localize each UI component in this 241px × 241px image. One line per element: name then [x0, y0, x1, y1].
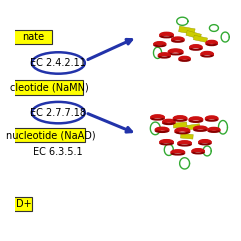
Text: EC 2.4.2.11: EC 2.4.2.11	[30, 58, 86, 68]
Text: cleotide (NaMN): cleotide (NaMN)	[10, 83, 89, 93]
Bar	[181, 134, 193, 139]
Bar	[187, 124, 200, 130]
Bar	[186, 31, 201, 39]
Text: nate: nate	[22, 32, 45, 42]
Text: EC 2.7.7.18: EC 2.7.7.18	[30, 107, 86, 118]
Text: nucleotide (NaAD): nucleotide (NaAD)	[6, 130, 95, 140]
Bar	[193, 35, 208, 42]
Text: EC 6.3.5.1: EC 6.3.5.1	[33, 147, 83, 157]
Bar	[179, 26, 195, 34]
Text: D+: D+	[16, 199, 32, 209]
Bar	[11, 128, 85, 142]
Bar	[11, 197, 32, 211]
Bar	[11, 30, 52, 44]
Bar	[11, 80, 83, 95]
Bar	[173, 122, 187, 128]
